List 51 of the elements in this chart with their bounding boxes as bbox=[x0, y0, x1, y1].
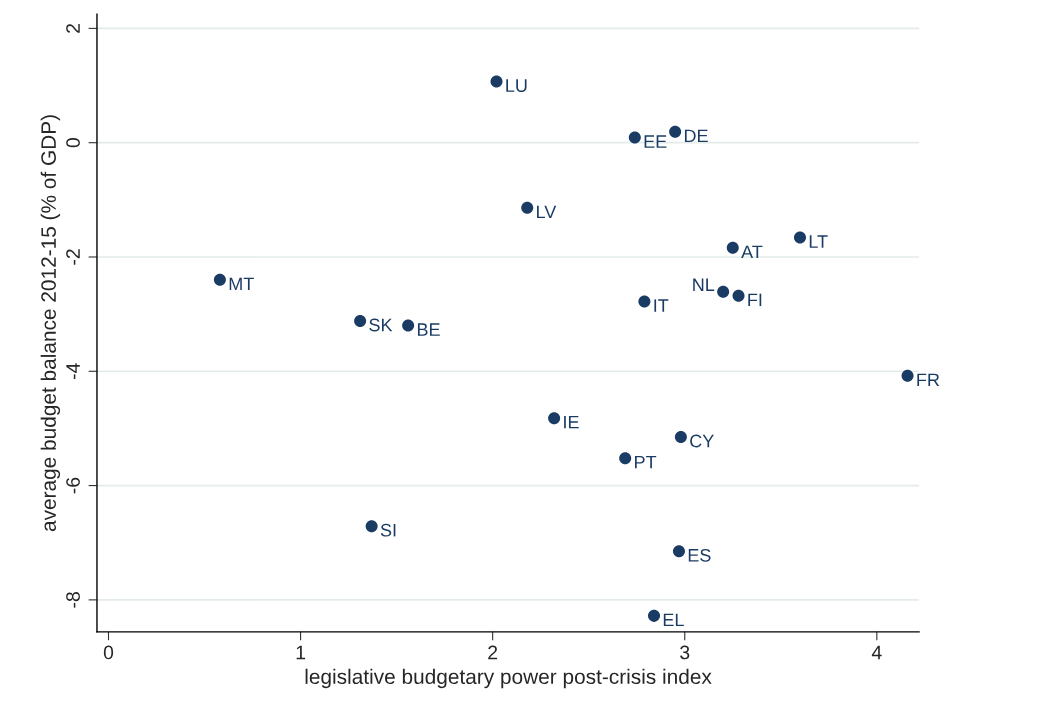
annotation: MT bbox=[229, 277, 254, 291]
point bbox=[521, 201, 534, 214]
x-axis-title: legislative budgetary power post-crisis index bbox=[305, 668, 712, 689]
point bbox=[674, 430, 687, 444]
point bbox=[648, 609, 661, 622]
annotation: FI bbox=[748, 293, 762, 307]
annotation: LU bbox=[506, 79, 527, 92]
annotation: AT bbox=[741, 245, 763, 259]
point bbox=[628, 131, 641, 144]
annotation: DE bbox=[684, 129, 708, 143]
annotation: CY bbox=[690, 434, 714, 448]
point bbox=[726, 241, 739, 254]
y-axis-title: average budget balance 2012-15 (% of GDP) bbox=[40, 115, 61, 532]
x-tick-label: 2 bbox=[488, 645, 498, 660]
point bbox=[793, 231, 807, 244]
point bbox=[672, 545, 685, 558]
y-tick-label: 2 bbox=[66, 23, 80, 33]
point bbox=[669, 125, 682, 138]
annotation: NL bbox=[693, 278, 715, 291]
annotation: EL bbox=[663, 613, 684, 627]
annotation: LV bbox=[537, 205, 557, 219]
annotation: FR bbox=[917, 373, 940, 387]
annotation: SI bbox=[380, 523, 396, 537]
annotation: IT bbox=[654, 299, 669, 312]
point bbox=[717, 285, 730, 298]
point bbox=[548, 412, 561, 425]
annotation: ES bbox=[688, 548, 711, 562]
annotation: PT bbox=[635, 455, 657, 469]
point bbox=[732, 289, 745, 302]
y-tick-label: -6 bbox=[66, 477, 80, 494]
annotation: IE bbox=[564, 415, 579, 429]
point bbox=[402, 319, 415, 332]
y-tick-label: -8 bbox=[66, 592, 80, 608]
x-tick-label: 4 bbox=[871, 645, 882, 660]
x-tick-label: 0 bbox=[103, 645, 114, 660]
y-tick-label: -2 bbox=[66, 249, 80, 265]
annotation: SK bbox=[369, 318, 393, 332]
annotation: LT bbox=[809, 235, 828, 248]
point bbox=[490, 75, 503, 88]
point bbox=[901, 369, 914, 382]
y-tick-label: -4 bbox=[66, 363, 80, 380]
x-tick-label: 1 bbox=[296, 645, 306, 660]
x-tick-label: 3 bbox=[680, 645, 690, 660]
point bbox=[365, 520, 378, 533]
point bbox=[213, 273, 226, 286]
annotation: EE bbox=[644, 135, 667, 148]
point bbox=[354, 314, 367, 328]
point bbox=[619, 452, 632, 465]
y-tick-label: 0 bbox=[66, 138, 80, 148]
point bbox=[638, 295, 651, 308]
annotation: BE bbox=[417, 323, 440, 336]
